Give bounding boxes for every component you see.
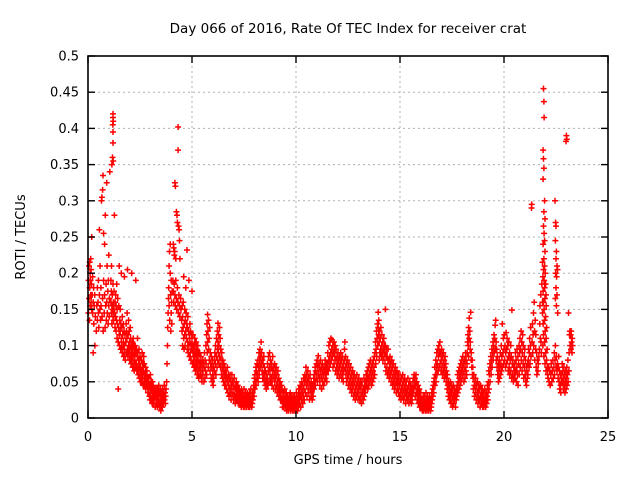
y-tick-label: 0.3 [58, 194, 79, 209]
y-tick-label: 0.5 [58, 50, 79, 65]
x-tick-label: 25 [600, 430, 617, 445]
x-tick-label: 0 [84, 430, 92, 445]
y-axis-label: ROTI / TECUs [14, 194, 29, 279]
y-tick-label: 0.2 [58, 267, 79, 282]
x-tick-label: 10 [288, 430, 305, 445]
tick-labels: 0 5 10 15 20 25 0 0.05 0.1 0.15 0.2 0.25 0.3 0.35 0.4 0… [50, 50, 616, 446]
x-axis-label: GPS time / hours [294, 453, 403, 468]
x-tick-label: 5 [188, 430, 196, 445]
y-tick-label: 0.15 [50, 303, 79, 318]
y-tick-label: 0 [71, 412, 79, 427]
y-tick-label: 0.4 [58, 122, 79, 137]
y-tick-label: 0.35 [50, 158, 79, 173]
x-tick-label: 20 [496, 430, 513, 445]
plot-border [87, 55, 609, 419]
plot-border-and-ticks [87, 55, 609, 419]
y-tick-label: 0.25 [50, 231, 79, 246]
y-tick-label: 0.45 [50, 86, 79, 101]
y-tick-label: 0.1 [58, 339, 79, 354]
chart-title: Day 066 of 2016, Rate Of TEC Index for r… [170, 21, 527, 37]
x-tick-label: 15 [392, 430, 409, 445]
y-tick-label: 0.05 [50, 375, 79, 390]
